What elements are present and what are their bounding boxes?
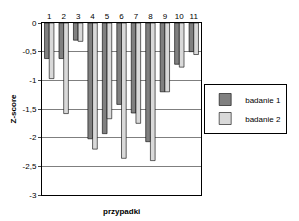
svg-text:-2,5: -2,5 [23, 162, 37, 171]
svg-text:6: 6 [119, 12, 124, 21]
svg-text:przypadki: przypadki [103, 207, 140, 216]
svg-text:Z-score: Z-score [9, 94, 18, 123]
svg-text:4: 4 [90, 12, 95, 21]
svg-text:8: 8 [148, 12, 153, 21]
svg-text:-1: -1 [29, 76, 37, 85]
svg-text:-0,5: -0,5 [23, 47, 37, 56]
svg-text:7: 7 [134, 12, 139, 21]
svg-text:-1,5: -1,5 [23, 105, 37, 114]
svg-text:-3: -3 [29, 191, 37, 200]
svg-text:badanie 1: badanie 1 [245, 96, 281, 105]
svg-text:badanie 2: badanie 2 [245, 115, 281, 124]
svg-text:10: 10 [175, 12, 184, 21]
svg-text:-2: -2 [29, 133, 37, 142]
svg-text:3: 3 [76, 12, 81, 21]
svg-text:11: 11 [190, 12, 199, 21]
svg-text:0: 0 [32, 19, 37, 28]
svg-text:9: 9 [163, 12, 168, 21]
svg-text:5: 5 [105, 12, 110, 21]
svg-text:1: 1 [47, 12, 52, 21]
svg-text:2: 2 [61, 12, 66, 21]
